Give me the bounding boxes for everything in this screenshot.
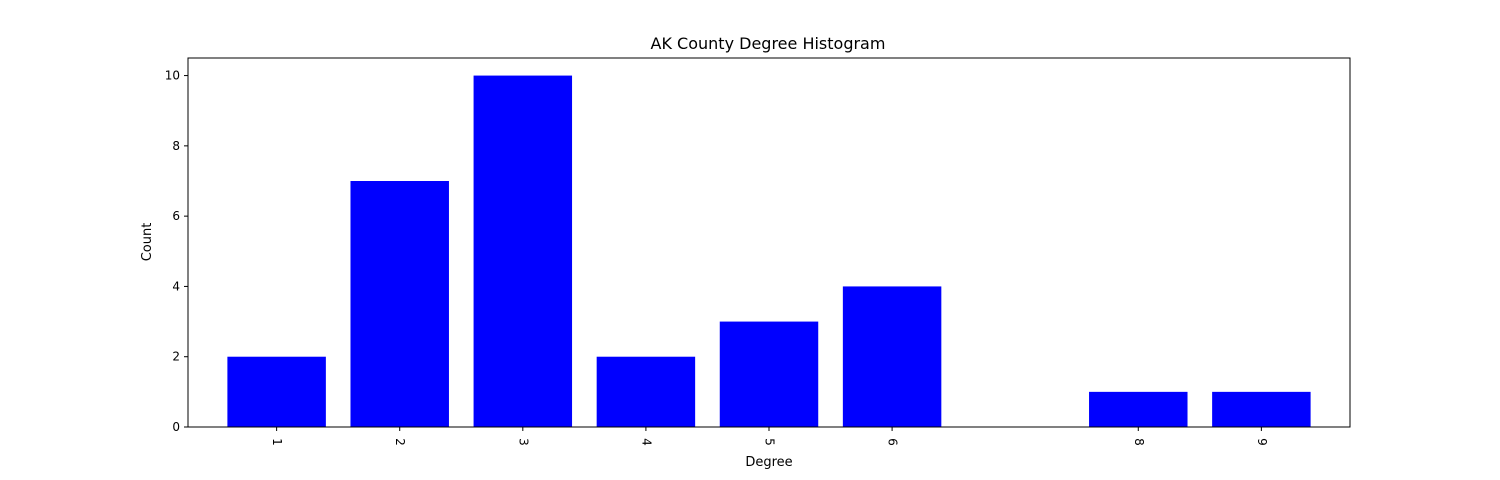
bar-degree-8: [1089, 391, 1188, 427]
bars: [227, 75, 1311, 428]
y-tick-label: 2: [172, 350, 180, 364]
y-tick-label: 8: [172, 139, 180, 153]
y-tick-label: 10: [165, 69, 180, 83]
x-tick-label: 9: [1255, 438, 1269, 446]
bar-degree-9: [1212, 391, 1311, 427]
y-tick-label: 0: [172, 420, 180, 434]
bar-degree-2: [350, 181, 449, 427]
y-tick-label: 4: [172, 279, 180, 293]
bar-degree-1: [227, 356, 326, 427]
y-tick-label: 6: [172, 209, 180, 223]
y-axis-label: Count: [140, 223, 155, 262]
bar-degree-4: [596, 356, 696, 427]
bar-degree-6: [842, 286, 942, 427]
bar-degree-3: [473, 75, 573, 428]
chart-title: AK County Degree Histogram: [651, 34, 886, 53]
x-axis-label: Degree: [745, 455, 792, 470]
bar-degree-5: [719, 321, 819, 427]
x-tick-label: 5: [763, 438, 777, 446]
x-tick-label: 2: [393, 438, 407, 446]
x-tick-label: 6: [886, 438, 900, 446]
x-tick-label: 8: [1132, 438, 1146, 446]
x-tick-label: 1: [270, 438, 284, 446]
x-axis: 1 2 3 4 5 6 8 9: [270, 427, 1269, 446]
y-axis: 0 2 4 6 8 10: [165, 69, 188, 434]
x-tick-label: 3: [516, 438, 530, 446]
x-tick-label: 4: [639, 438, 653, 446]
